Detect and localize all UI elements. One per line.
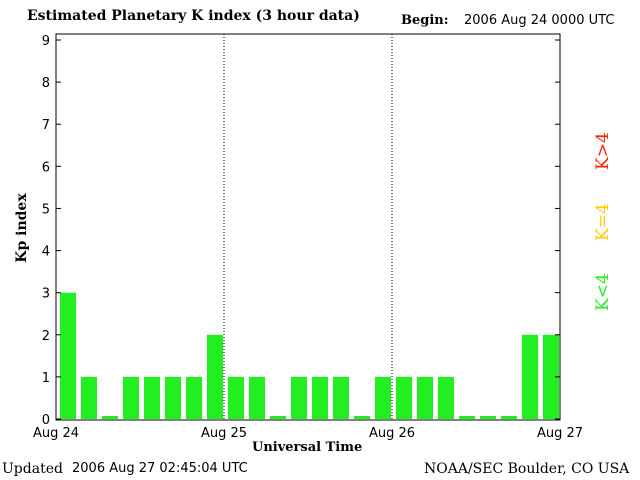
kp-bar [396, 377, 412, 419]
y-tick-label: 9 [42, 34, 50, 49]
y-tick-label: 1 [42, 371, 50, 386]
y-tick-label: 5 [42, 202, 50, 217]
kp-bar [249, 377, 265, 419]
legend-item-low: K<4 [593, 273, 613, 311]
y-tick-label: 7 [42, 118, 50, 133]
kp-bar [186, 377, 202, 419]
kp-bar [522, 335, 538, 419]
y-tick-label: 4 [42, 245, 50, 260]
updated-label: Updated [2, 461, 63, 477]
kp-bar [312, 377, 328, 419]
kp-bar [123, 377, 139, 419]
x-tick-label: Aug 24 [33, 426, 79, 441]
y-axis-label: Kp index [14, 193, 30, 262]
kp-bar [438, 377, 454, 419]
kp-bar [81, 377, 97, 419]
kp-bar [60, 293, 76, 419]
kp-bar [417, 377, 433, 419]
x-tick-label: Aug 26 [369, 426, 415, 441]
credit-text: NOAA/SEC Boulder, CO USA [424, 461, 629, 477]
kp-bar [291, 377, 307, 419]
kp-bar [207, 335, 223, 419]
kp-bar [375, 377, 391, 419]
kp-bar [459, 416, 475, 419]
kp-bar [144, 377, 160, 419]
x-tick-label: Aug 27 [537, 426, 583, 441]
kp-bar [501, 416, 517, 419]
x-axis-label: Universal Time [252, 440, 362, 455]
kp-bar [165, 377, 181, 419]
y-tick-label: 8 [42, 76, 50, 91]
legend-item-high: K>4 [593, 132, 613, 170]
x-axis: Aug 24 Aug 25 Aug 26 Aug 27 [33, 426, 583, 441]
bars-group [60, 293, 559, 419]
updated-value: 2006 Aug 27 02:45:04 UTC [72, 461, 248, 476]
kp-bar [228, 377, 244, 419]
plot-frame [56, 34, 560, 420]
x-tick-label: Aug 25 [201, 426, 247, 441]
kp-bar [270, 416, 286, 419]
y-tick-label: 2 [42, 329, 50, 344]
day-dividers [224, 34, 392, 420]
y-tick-label: 3 [42, 287, 50, 302]
y-tick-label: 6 [42, 160, 50, 175]
legend-item-moderate: K=4 [593, 203, 613, 241]
kp-bar [354, 416, 370, 419]
kp-bar [102, 416, 118, 419]
kp-bar [480, 416, 496, 419]
kp-bar [333, 377, 349, 419]
